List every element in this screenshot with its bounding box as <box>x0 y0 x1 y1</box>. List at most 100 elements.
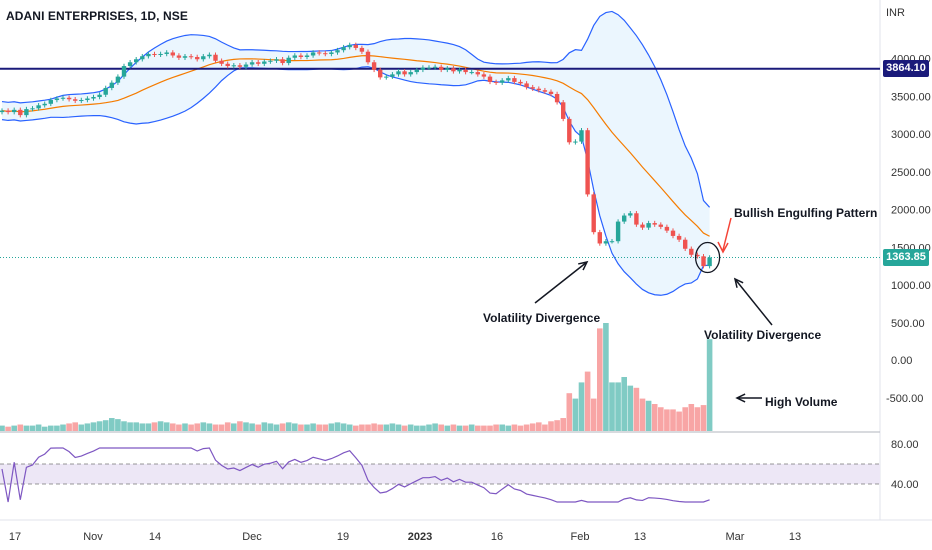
candle-body <box>268 60 273 62</box>
candle-body <box>85 98 90 101</box>
volume-bar <box>597 328 603 431</box>
candle-body <box>298 55 304 57</box>
candle-body <box>432 66 438 68</box>
candle-body <box>152 53 157 55</box>
volume-bar <box>237 421 243 431</box>
volume-bar <box>462 425 469 431</box>
candle-body <box>597 232 602 244</box>
volume-bar <box>517 425 524 431</box>
candle-body <box>353 44 358 48</box>
volume-bar <box>0 425 5 431</box>
candle-body <box>97 94 102 98</box>
volume-bar <box>29 425 36 431</box>
volume-bar <box>542 424 548 431</box>
candle-body <box>701 256 706 267</box>
volume-bar <box>645 400 652 431</box>
volume-bar <box>328 423 335 431</box>
candle-body <box>0 110 5 113</box>
volume-bar <box>658 407 664 431</box>
price-tick-label: 3500.00 <box>891 91 931 103</box>
volume-bar <box>188 424 194 431</box>
candle-body <box>640 224 645 228</box>
volume-bar <box>84 423 91 431</box>
candle-body <box>548 91 554 94</box>
candle-body <box>524 83 529 88</box>
arrow-volatility-divergence-2 <box>734 278 773 326</box>
volume-bar <box>414 425 420 431</box>
candle-body <box>390 74 395 77</box>
volume-bar <box>633 387 640 431</box>
volume-bar <box>273 424 280 431</box>
chart-title: ADANI ENTERPRISES, 1D, NSE <box>6 9 188 23</box>
candle-body <box>573 141 578 143</box>
volume-bar <box>621 377 627 431</box>
annotation-volatility-divergence-1: Volatility Divergence <box>483 311 601 325</box>
volume-bar <box>298 424 304 431</box>
engulfing-circle <box>694 241 721 274</box>
candle-body <box>243 64 249 67</box>
level-price-tag: 3864.10 <box>883 60 929 77</box>
volume-bar <box>401 425 408 431</box>
candle-body <box>414 69 419 73</box>
volume-bar <box>163 422 170 431</box>
volume-bar <box>377 424 383 431</box>
volume-tick-label: 0.00 <box>891 355 912 367</box>
time-tick-label: Dec <box>242 531 262 543</box>
annotation-bullish-engulfing: Bullish Engulfing Pattern <box>734 206 878 220</box>
volume-bar <box>35 424 42 431</box>
volume-bar <box>340 423 347 431</box>
price-tick-label: 2500.00 <box>891 167 931 179</box>
candle-body <box>329 52 334 54</box>
time-tick-label: 13 <box>634 531 646 543</box>
candle-body <box>384 76 389 78</box>
volume-bar <box>66 423 72 431</box>
volume-bar <box>23 425 30 431</box>
volume-tick-label: 500.00 <box>891 318 925 330</box>
candle-body <box>676 235 682 240</box>
time-tick-label: 16 <box>491 531 503 543</box>
rsi-tick-label: 40.00 <box>891 479 919 491</box>
candle-body <box>542 90 548 92</box>
volume-bar <box>371 423 377 431</box>
volume-bar <box>383 424 390 431</box>
candle-body <box>127 62 133 67</box>
volume-bar <box>78 424 85 431</box>
candle-body <box>652 223 657 225</box>
candle-body <box>670 230 676 236</box>
volume-bar <box>529 423 536 431</box>
volume-bar <box>176 424 182 431</box>
annotation-high-volume: High Volume <box>765 395 838 409</box>
candle-body <box>408 72 413 75</box>
candle-body <box>286 57 291 64</box>
volume-bar <box>170 423 176 431</box>
candle-body <box>536 88 541 91</box>
volume-bar <box>560 418 566 431</box>
volume-bar <box>334 422 341 431</box>
candle-body <box>182 56 188 58</box>
candle-body <box>463 69 468 73</box>
candle-body <box>42 103 47 106</box>
candle-body <box>158 53 163 55</box>
candle-body <box>567 118 572 143</box>
currency-label: INR <box>886 7 905 19</box>
candle-body <box>213 54 218 61</box>
candle-body <box>237 65 243 67</box>
volume-bar <box>54 425 60 431</box>
volume-bar <box>615 382 621 431</box>
arrow-bullish-engulfing-head <box>717 241 729 254</box>
volume-bar <box>432 423 438 431</box>
candle-body <box>201 56 206 60</box>
candle-body <box>335 50 340 53</box>
volume-bar <box>584 371 591 431</box>
volume-bar <box>310 423 316 431</box>
candle-body <box>146 53 151 57</box>
volume-bar <box>316 424 322 431</box>
candle-body <box>628 213 633 216</box>
volume-bar <box>353 425 359 431</box>
candle-body <box>304 55 310 57</box>
candle-body <box>30 108 35 110</box>
volume-bar <box>682 407 688 431</box>
time-tick-label: 19 <box>337 531 349 543</box>
candle-body <box>79 100 84 102</box>
volume-bar <box>554 420 560 431</box>
